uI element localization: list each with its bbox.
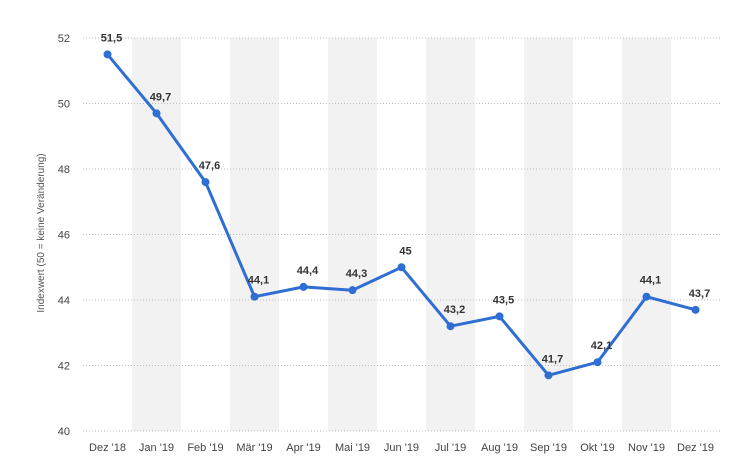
data-label: 51,5 <box>101 32 122 44</box>
data-point[interactable] <box>348 286 357 295</box>
gridlines <box>83 37 720 432</box>
x-tick-label: Jul '19 <box>435 442 466 454</box>
data-points <box>103 50 700 380</box>
data-point[interactable] <box>250 292 259 301</box>
x-tick-label: Dez '18 <box>89 442 126 454</box>
data-point[interactable] <box>593 358 602 367</box>
x-axis-ticks: Dez '18 Jan '19 Feb '19 Mär '19 Apr '19 Mai '… <box>89 442 714 454</box>
data-label: 44,1 <box>248 275 269 287</box>
data-label: 44,1 <box>640 275 661 287</box>
data-point[interactable] <box>691 305 700 314</box>
data-point[interactable] <box>152 109 161 118</box>
y-tick-label: 42 <box>58 361 70 373</box>
y-tick-label: 44 <box>58 295 70 307</box>
data-point[interactable] <box>446 322 455 331</box>
data-point[interactable] <box>495 312 504 321</box>
x-tick-label: Dez '19 <box>677 442 714 454</box>
data-labels: 51,5 49,7 47,6 44,1 44,4 44,3 45 43,2 43,5 41,7 42… <box>101 32 710 365</box>
y-tick-label: 40 <box>58 426 70 438</box>
data-point[interactable] <box>299 282 308 291</box>
data-point[interactable] <box>103 50 112 59</box>
x-tick-label: Nov '19 <box>628 442 665 454</box>
data-label: 49,7 <box>150 91 171 103</box>
data-label: 41,7 <box>542 353 563 365</box>
x-tick-label: Mär '19 <box>236 442 272 454</box>
x-tick-label: Aug '19 <box>481 442 518 454</box>
x-tick-label: Feb '19 <box>187 442 223 454</box>
data-label: 44,3 <box>346 268 367 280</box>
y-tick-label: 52 <box>58 33 70 45</box>
data-point[interactable] <box>201 178 210 187</box>
data-point[interactable] <box>397 263 406 272</box>
x-tick-label: Jan '19 <box>139 442 174 454</box>
data-label: 42,1 <box>591 340 612 352</box>
x-tick-label: Jun '19 <box>384 442 419 454</box>
y-axis-ticks: 40 42 44 46 48 50 52 <box>58 33 70 438</box>
x-tick-label: Apr '19 <box>286 442 321 454</box>
data-label: 47,6 <box>199 160 220 172</box>
data-point[interactable] <box>642 292 651 301</box>
y-tick-label: 50 <box>58 99 70 111</box>
data-label: 44,4 <box>297 265 319 277</box>
data-label: 43,7 <box>689 288 710 300</box>
data-label: 43,2 <box>444 304 465 316</box>
data-label: 43,5 <box>493 294 514 306</box>
y-axis-title: Indexwert (50 = keine Veränderung) <box>36 153 47 312</box>
y-tick-label: 46 <box>58 230 70 242</box>
data-label: 45 <box>399 245 411 257</box>
y-tick-label: 48 <box>58 164 70 176</box>
series-line <box>106 52 697 377</box>
x-tick-label: Sep '19 <box>530 442 567 454</box>
data-point[interactable] <box>544 371 553 380</box>
x-tick-label: Okt '19 <box>580 442 615 454</box>
x-tick-label: Mai '19 <box>335 442 370 454</box>
